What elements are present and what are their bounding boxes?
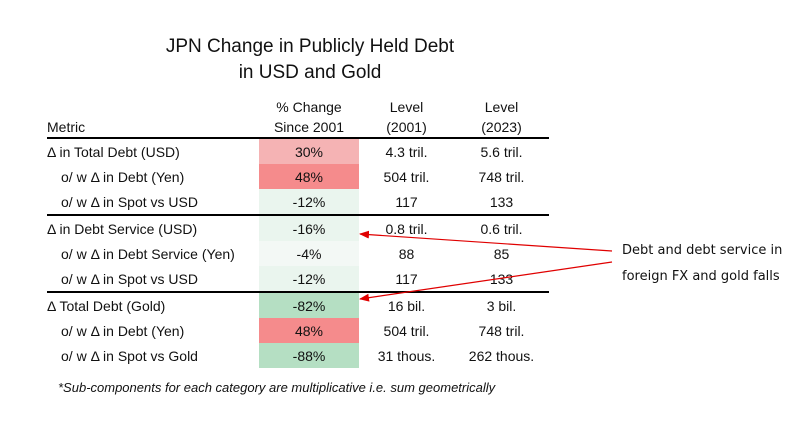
level-2023-cell: 5.6 tril.: [480, 143, 523, 160]
pct-cell: 30%: [259, 138, 359, 164]
row-label: o/ w Δ in Spot vs USD: [47, 266, 259, 293]
level-2023-cell: 85: [493, 245, 510, 262]
pct-cell: -82%: [259, 292, 359, 318]
row-label: Δ Total Debt (Gold): [47, 297, 166, 314]
annotation-text: Debt and debt service in foreign FX and …: [622, 238, 800, 290]
table-row: Δ in Debt Service (USD) -16% 0.8 tril. 0…: [47, 215, 549, 241]
pct-cell: -4%: [259, 241, 359, 266]
table-row: o/ w Δ in Debt Service (Yen) -4% 88 85: [47, 241, 549, 266]
level-2001-cell: 504 tril.: [383, 322, 430, 339]
header-level-2001: Level (2001): [359, 95, 454, 139]
header-metric: Metric: [47, 95, 259, 139]
level-2023-cell: 133: [454, 189, 549, 216]
debt-table: Metric % Change Since 2001 Level (2001) …: [47, 95, 549, 368]
table-row: o/ w Δ in Spot vs USD -12% 117 133: [47, 266, 549, 293]
level-2023-cell: 748 tril.: [478, 168, 525, 185]
header-l23-line-1: Level: [484, 99, 519, 115]
table-row: o/ w Δ in Spot vs Gold -88% 31 thous. 26…: [47, 343, 549, 368]
header-l01-line-2: (2001): [386, 119, 427, 135]
title-line-2: in USD and Gold: [238, 62, 382, 83]
row-label: o/ w Δ in Debt (Yen): [61, 168, 185, 185]
level-2001-cell: 117: [359, 189, 454, 216]
pct-cell: 48%: [259, 164, 359, 189]
row-label: Δ in Debt Service (USD): [47, 220, 198, 237]
level-2023-cell: 748 tril.: [478, 322, 525, 339]
table-row: Δ Total Debt (Gold) -82% 16 bil. 3 bil.: [47, 292, 549, 318]
level-2001-cell: 88: [398, 245, 415, 262]
row-label: o/ w Δ in Debt (Yen): [61, 322, 185, 339]
table-row: o/ w Δ in Debt (Yen) 48% 504 tril. 748 t…: [47, 318, 549, 343]
annotation-line-2: foreign FX and gold falls: [622, 269, 780, 284]
footnote: *Sub-components for each category are mu…: [58, 380, 496, 395]
arrow-to-debt-service: [359, 230, 613, 252]
table-row: o/ w Δ in Spot vs USD -12% 117 133: [47, 189, 549, 216]
header-level-2023: Level (2023): [454, 95, 549, 139]
header-pct-line-2: Since 2001: [273, 119, 345, 135]
pct-cell: 48%: [259, 318, 359, 343]
pct-cell: -12%: [259, 266, 359, 293]
header-pct-line-1: % Change: [276, 99, 342, 115]
pct-cell: -88%: [259, 343, 359, 368]
header-pct-change: % Change Since 2001: [259, 95, 359, 139]
level-2001-cell: 4.3 tril.: [385, 143, 428, 160]
pct-cell: -16%: [259, 215, 359, 241]
row-label: Δ in Total Debt (USD): [47, 143, 180, 160]
pct-cell: -12%: [259, 189, 359, 216]
level-2001-cell: 0.8 tril.: [385, 220, 428, 237]
row-label: o/ w Δ in Debt Service (Yen): [61, 245, 235, 262]
level-2023-cell: 133: [454, 266, 549, 293]
level-2023-cell: 262 thous.: [468, 347, 535, 364]
level-2001-cell: 504 tril.: [383, 168, 430, 185]
annotation-line-1: Debt and debt service in: [622, 243, 783, 258]
row-label: o/ w Δ in Spot vs Gold: [61, 347, 198, 364]
table-row: o/ w Δ in Debt (Yen) 48% 504 tril. 748 t…: [47, 164, 549, 189]
level-2001-cell: 117: [359, 266, 454, 293]
header-l23-line-2: (2023): [481, 119, 522, 135]
header-l01-line-1: Level: [389, 99, 424, 115]
level-2001-cell: 16 bil.: [387, 297, 426, 314]
level-2001-cell: 31 thous.: [377, 347, 436, 364]
table-title: JPN Change in Publicly Held Debt in USD …: [0, 34, 620, 86]
table-row: Δ in Total Debt (USD) 30% 4.3 tril. 5.6 …: [47, 138, 549, 164]
header-row: Metric % Change Since 2001 Level (2001) …: [47, 95, 549, 139]
level-2023-cell: 0.6 tril.: [480, 220, 523, 237]
level-2023-cell: 3 bil.: [486, 297, 517, 314]
row-label: o/ w Δ in Spot vs USD: [47, 189, 259, 216]
arrow-to-gold-debt: [359, 261, 613, 302]
title-line-1: JPN Change in Publicly Held Debt: [165, 36, 455, 57]
